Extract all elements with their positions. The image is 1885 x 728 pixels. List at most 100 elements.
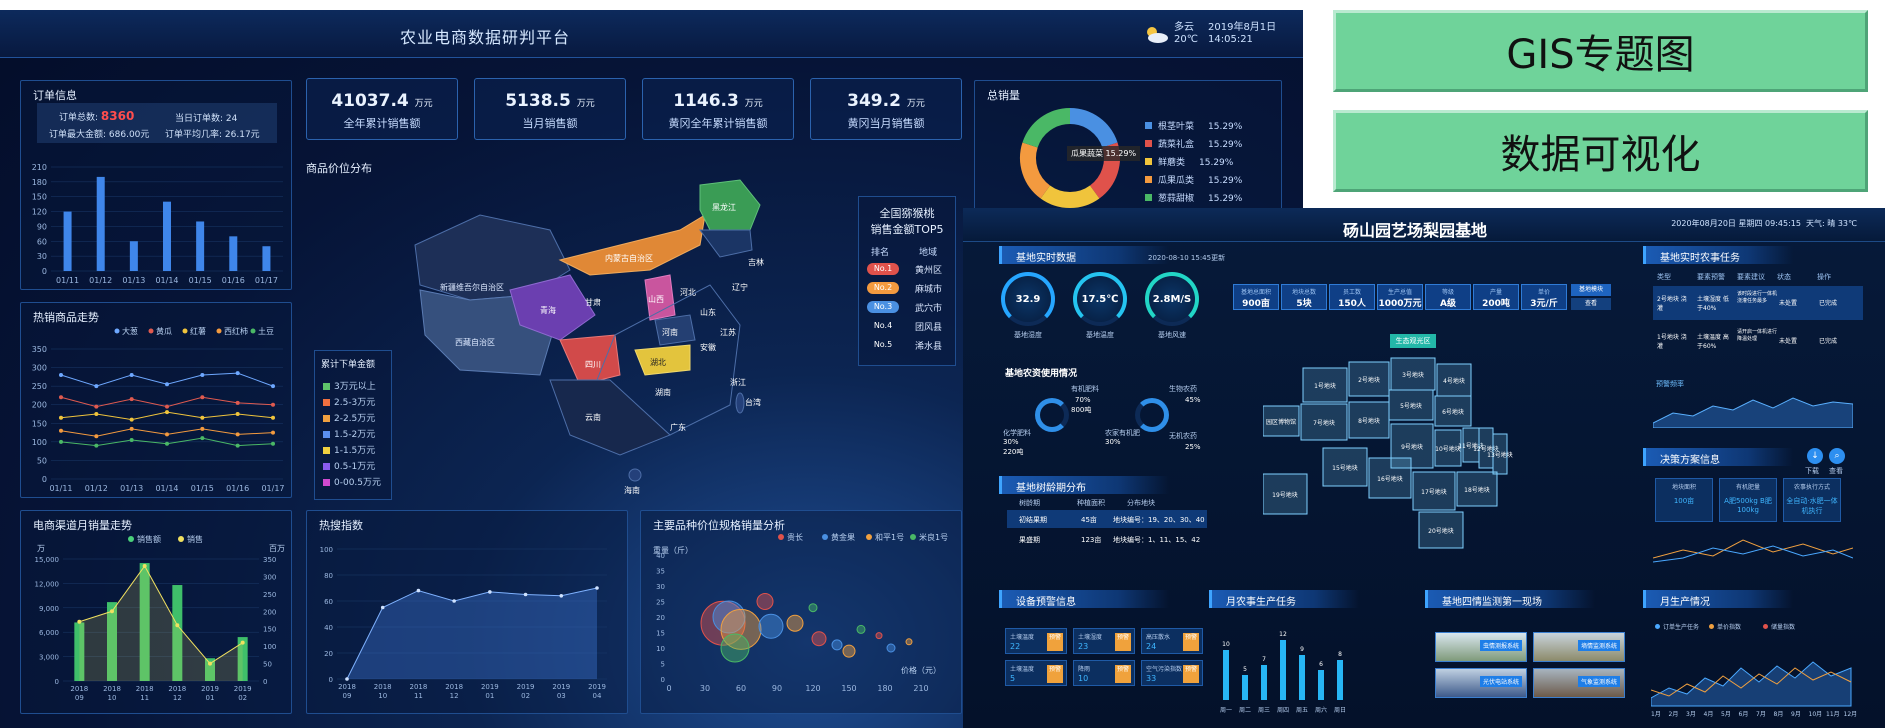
table-cell[interactable]: 已完成 <box>1819 300 1838 307</box>
download-icon[interactable]: ↓ <box>1807 448 1823 464</box>
device-card: 空气污染指数 33 预警 <box>1141 660 1203 686</box>
tree-cell: 地块编号：19、20、30、40 <box>1113 516 1205 524</box>
plot-cell <box>1390 423 1434 469</box>
legend-item: 1.5-2万元 <box>323 427 375 440</box>
hot-products-panel: 热销商品走势 大葱 黄瓜 红薯 西红柿 土豆 0 50 100 150 200 250 300 350 0… <box>20 302 292 498</box>
legend-label: 单价指数 <box>1717 624 1742 631</box>
x-tick-label: 210 <box>913 684 928 693</box>
bubble-panel: 主要品种价位规格销量分析 贵长 黄金果 和平1号 米良1号 重量（斤） 0 5 10 15 20 2… <box>640 510 962 714</box>
plot-label: 19号地块 <box>1272 491 1298 499</box>
x-tick-label: 30 <box>700 684 710 693</box>
x-tick-label: 11 <box>414 692 423 700</box>
x-tick-label: 周一 <box>1220 707 1232 714</box>
rank-badge: No.5 <box>873 340 893 349</box>
stat-card: 地块总数 5块 <box>1281 284 1327 310</box>
kpi-unit: 万元 <box>414 99 433 109</box>
kpi-label: 黄冈全年累计销售额 <box>668 117 768 130</box>
x-tick-label: 7月 <box>1756 711 1766 718</box>
decision-value: A肥500kg B肥100kg <box>1724 497 1772 514</box>
tasks-header: 基地实时农事任务 <box>1643 246 1793 264</box>
gauge: 32.9 <box>1001 272 1055 326</box>
month-task-header: 月农事生产任务 <box>1209 590 1359 608</box>
hot-products-line-chart: 大葱 黄瓜 红薯 西红柿 土豆 0 50 100 150 200 250 300 350 01/11 01/… <box>32 326 285 493</box>
plot-label: 18号地块 <box>1464 486 1490 494</box>
gauge: 2.8M/S <box>1145 272 1199 326</box>
stat-label: 员工数 <box>1342 289 1361 296</box>
fert-label: 800吨 <box>1071 406 1092 414</box>
decision-btn-label: 查看 <box>1829 467 1843 475</box>
series-point <box>235 400 240 405</box>
kpi-monthly-sales: 5138.5 万元 当月销售额 <box>474 78 626 140</box>
x-tick-label: 120 <box>805 684 820 693</box>
x-tick-label: 01/11 <box>49 484 72 493</box>
orders-total-value: 8360 <box>100 109 135 123</box>
y-tick-label: 180 <box>32 178 47 187</box>
series-point <box>345 677 349 681</box>
series-point <box>129 438 134 442</box>
y-tick-label: 12,000 <box>35 580 60 588</box>
plot-cell <box>1348 361 1390 397</box>
rank-badge: No.1 <box>867 263 899 275</box>
device-value: 33 <box>1146 674 1157 683</box>
table-cell: 该时段进行一体机浇灌任务最多 <box>1737 291 1778 304</box>
legend-label: 瓜果瓜类 <box>1158 176 1195 186</box>
view-icon[interactable]: ⌕ <box>1829 448 1845 464</box>
x-tick-label: 180 <box>877 684 892 693</box>
total-sales-panel: 总销量 瓜果蔬菜 15.29% 根茎叶菜 15.29% 蔬菜礼盒 15.29% 鲜蘑类 1… <box>974 80 1282 220</box>
stat-card: 产量 200吨 <box>1473 284 1519 310</box>
bar <box>1261 665 1267 700</box>
bar <box>1242 675 1248 700</box>
y-tick-label: 3,000 <box>39 654 59 662</box>
legend-label: 蔬菜礼盒 <box>1158 140 1195 150</box>
plot-cell <box>1492 433 1508 475</box>
map-region-neimenggu <box>558 214 706 276</box>
stat-label: 生产总值 <box>1387 289 1412 296</box>
legend-swatch <box>128 536 134 542</box>
series-point <box>200 426 205 431</box>
device-alert-tag: 预警 <box>1115 633 1131 651</box>
table-header: 操作 <box>1817 273 1831 281</box>
y-unit-right: 百万 <box>269 544 285 553</box>
tree-col: 分布地块 <box>1127 499 1155 507</box>
series-point <box>59 395 63 400</box>
stat-value: 200吨 <box>1482 299 1510 309</box>
total-sales-title: 总销量 <box>987 89 1020 102</box>
bar <box>96 176 105 271</box>
x-tick-label: 5月 <box>1721 711 1731 718</box>
series-point <box>452 599 456 603</box>
legend-item: 瓜果瓜类 15.29% <box>1145 173 1242 186</box>
plot-label: 11号地块 <box>1458 442 1484 450</box>
tree-cell: 地块编号：1、11、15、42 <box>1113 536 1201 544</box>
plot-label: 13号地块 <box>1487 451 1513 459</box>
stats-button[interactable]: 查看 <box>1571 298 1611 310</box>
tab-dataviz[interactable]: 数据可视化 <box>1333 110 1868 192</box>
month-prod-header: 月生产情况 <box>1643 590 1793 608</box>
y-tick-label: 0 <box>661 676 665 684</box>
plot-cell <box>1412 471 1456 511</box>
device-alert-tag: 预警 <box>1183 665 1199 683</box>
y-tick-label: 50 <box>37 456 47 465</box>
farm-dashboard: 砀山园艺场梨园基地 2020年08月20日 星期四 09:45:15 天气: 晴… <box>963 208 1885 728</box>
x-tick-label: 2018 <box>103 685 121 693</box>
map-label: 湖北 <box>650 358 666 367</box>
bar <box>205 658 215 681</box>
device-name: 土壤温度 <box>1010 666 1035 673</box>
x-tick-label: 01/12 <box>85 484 108 493</box>
table-cell[interactable]: 已完成 <box>1819 338 1838 345</box>
x-tick-label: 8月 <box>1774 711 1784 718</box>
map-label: 辽宁 <box>732 282 748 292</box>
tab-gis[interactable]: GIS专题图 <box>1333 10 1868 92</box>
fert-label: 45% <box>1185 396 1201 404</box>
rank-area: 团风县 <box>915 323 943 333</box>
y-tick-label: 60 <box>37 237 47 246</box>
x-tick-label: 2019 <box>201 685 219 693</box>
stats-button[interactable]: 基地模块 <box>1571 284 1611 296</box>
orders-summary-box: 订单总数: 8360 当日订单数: 24 订单最大金额: 686.00元 订单平… <box>37 103 277 143</box>
device-value: 23 <box>1078 642 1089 651</box>
x-tick-label: 2019 <box>481 683 499 691</box>
eco-area-button[interactable]: 生态观光区 <box>1390 334 1436 348</box>
x-tick-label: 01/15 <box>189 276 212 285</box>
legend-label: 根茎叶菜 <box>1158 122 1195 132</box>
weather-desc: 多云 <box>1174 22 1194 33</box>
